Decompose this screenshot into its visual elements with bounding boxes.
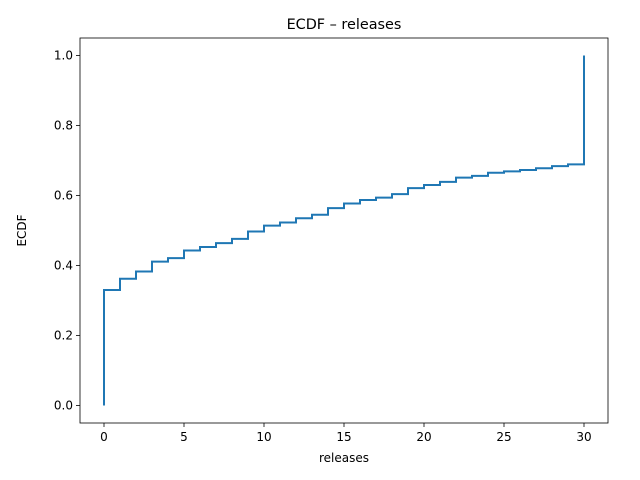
x-tick-label: 15 bbox=[336, 430, 351, 444]
x-tick-label: 10 bbox=[256, 430, 271, 444]
y-tick-label: 0.6 bbox=[54, 189, 73, 203]
chart-title: ECDF – releases bbox=[287, 17, 402, 33]
y-tick-label: 1.0 bbox=[54, 49, 73, 63]
y-tick-label: 0.2 bbox=[54, 329, 73, 343]
y-tick-label: 0.8 bbox=[54, 119, 73, 133]
plot-area bbox=[103, 55, 585, 406]
x-axis: 0 5 10 15 20 25 30 bbox=[100, 423, 592, 444]
x-tick-label: 20 bbox=[416, 430, 431, 444]
y-tick-label: 0.0 bbox=[54, 399, 73, 413]
x-tick-label: 30 bbox=[576, 430, 591, 444]
y-axis-label: ECDF bbox=[15, 214, 29, 246]
y-tick-label: 0.4 bbox=[54, 259, 73, 273]
x-axis-label: releases bbox=[319, 451, 369, 465]
y-axis: 0.0 0.2 0.4 0.6 0.8 1.0 bbox=[54, 49, 80, 413]
x-tick-label: 25 bbox=[496, 430, 511, 444]
x-tick-label: 5 bbox=[180, 430, 188, 444]
x-tick-label: 0 bbox=[100, 430, 108, 444]
ecdf-line bbox=[103, 55, 585, 406]
